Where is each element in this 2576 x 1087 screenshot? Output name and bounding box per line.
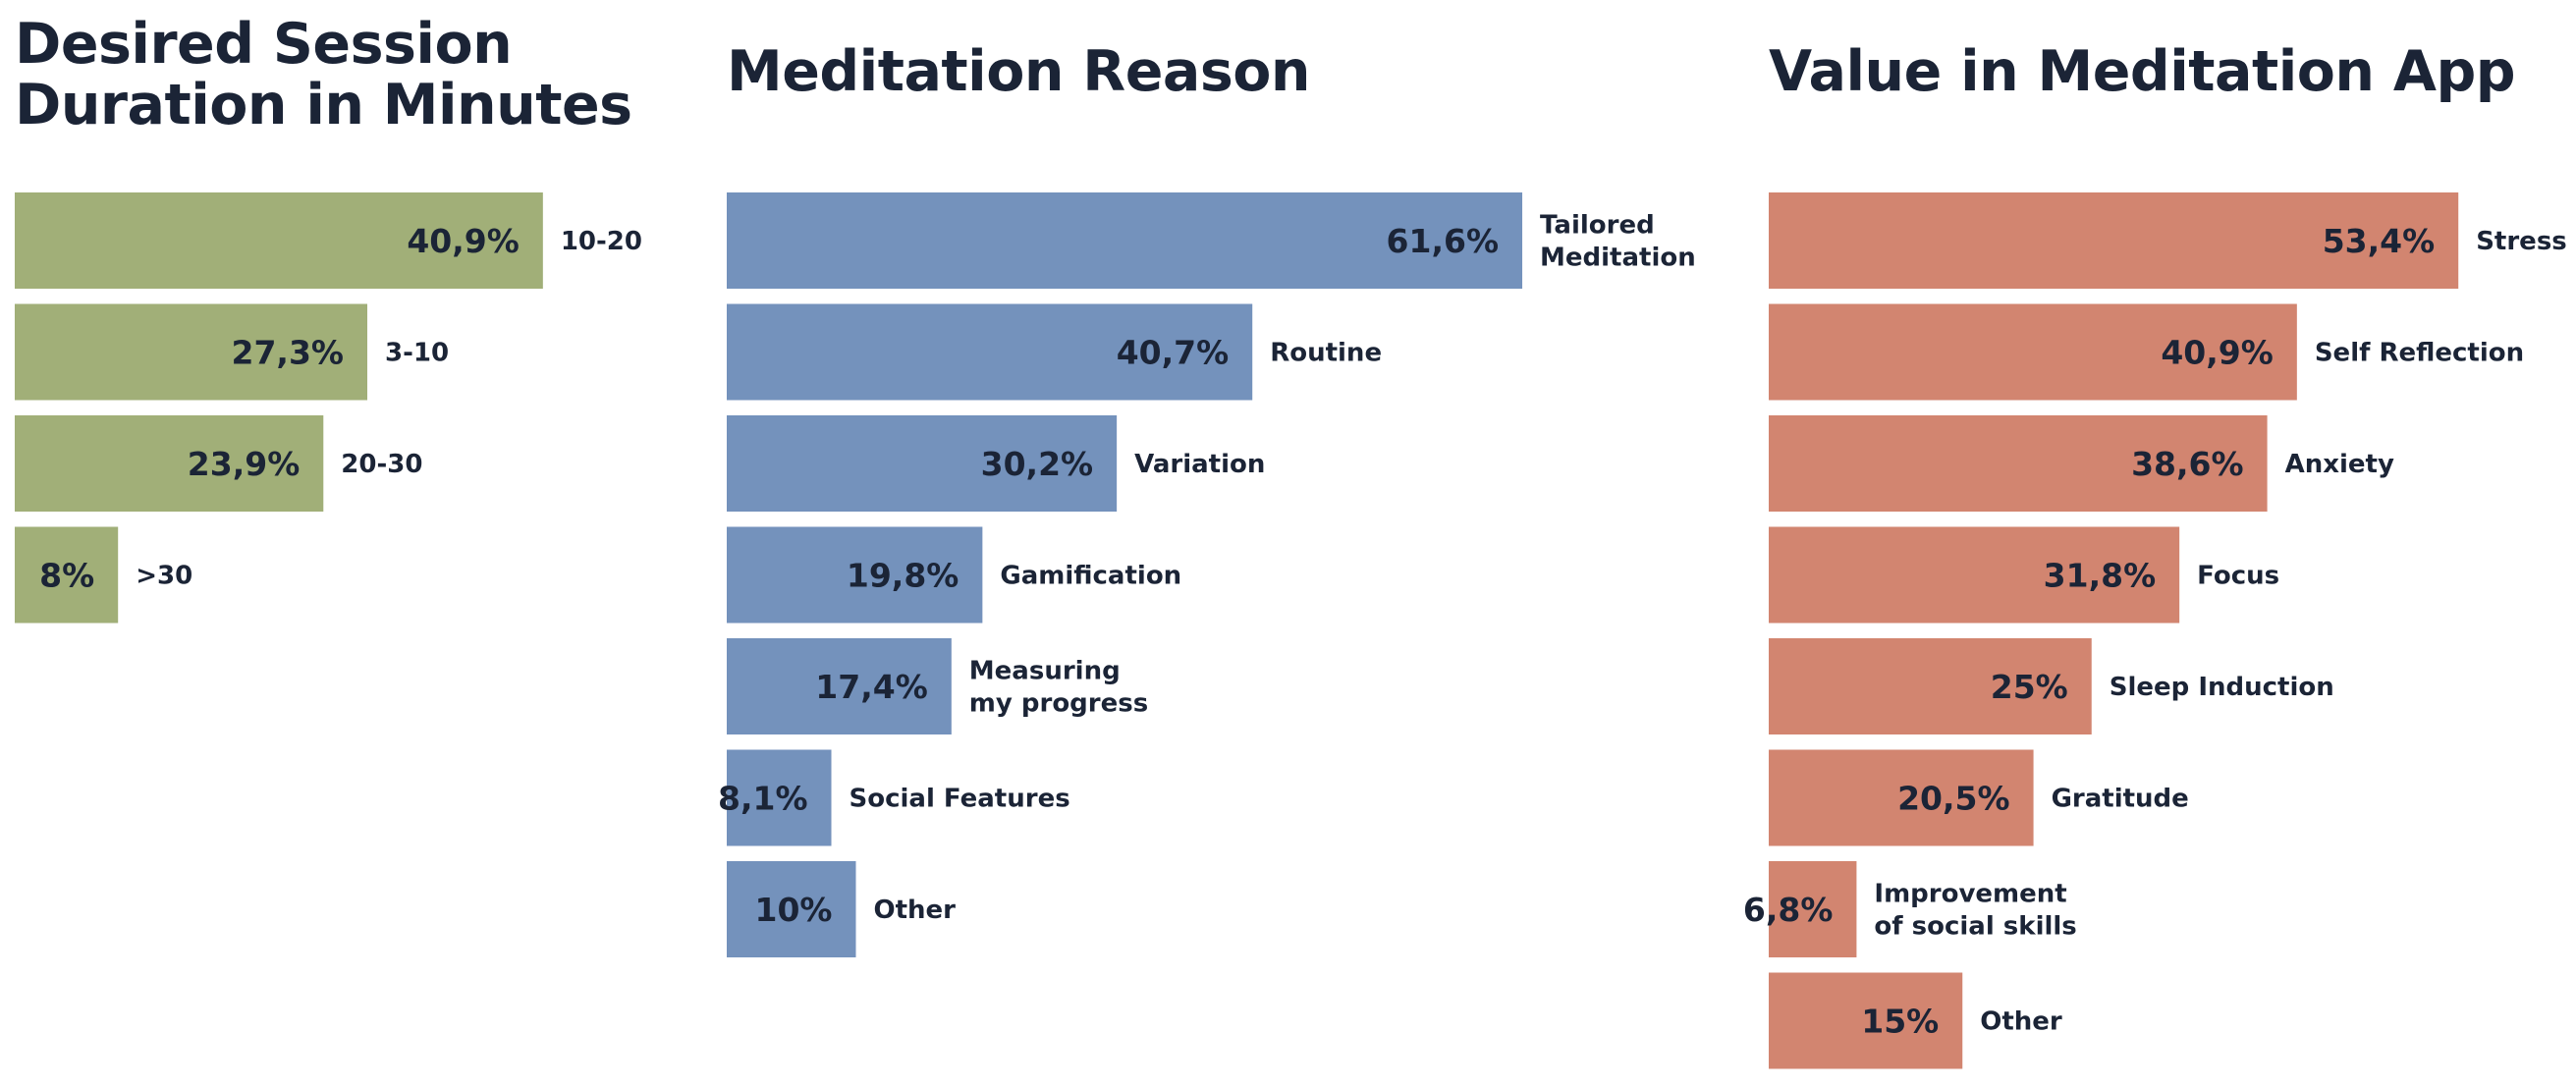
bar bbox=[1769, 638, 2092, 734]
bar-value-label: 8,1% bbox=[718, 780, 808, 818]
bar-value-label: 40,9% bbox=[407, 222, 520, 260]
bar bbox=[727, 526, 983, 624]
bar-value-label: 27,3% bbox=[231, 334, 344, 372]
category-label: Other bbox=[1980, 1007, 2062, 1037]
category-label: Sleep Induction bbox=[2110, 673, 2334, 702]
category-label: Gratitude bbox=[2052, 785, 2189, 814]
bar bbox=[727, 415, 1118, 512]
bar-value-label: 31,8% bbox=[2044, 557, 2157, 595]
category-label: Routine bbox=[1270, 339, 1382, 368]
bar bbox=[727, 861, 856, 957]
bar bbox=[1769, 415, 2268, 512]
bar-value-label: 40,9% bbox=[2161, 334, 2274, 372]
category-label: Measuring my progress bbox=[969, 657, 1148, 719]
bar-value-label: 38,6% bbox=[2131, 445, 2244, 483]
bar bbox=[1769, 972, 1963, 1069]
chart-title: Value in Meditation App bbox=[1769, 39, 2516, 104]
category-label: Variation bbox=[1134, 450, 1265, 479]
bar bbox=[1769, 192, 2459, 289]
bar bbox=[727, 192, 1523, 289]
bar-value-label: 19,8% bbox=[847, 557, 959, 595]
chart-title: Meditation Reason bbox=[727, 39, 1310, 104]
category-label: Other bbox=[874, 896, 957, 925]
bar-value-label: 40,7% bbox=[1117, 334, 1230, 372]
category-label: >30 bbox=[136, 562, 192, 591]
category-label: Anxiety bbox=[2285, 450, 2394, 479]
bar-value-label: 17,4% bbox=[815, 668, 928, 706]
bar bbox=[727, 638, 952, 734]
category-label: 3-10 bbox=[385, 339, 449, 368]
bar-value-label: 25% bbox=[1991, 668, 2068, 706]
chart-title: Desired Session Duration in Minutes bbox=[15, 12, 632, 137]
category-label: Social Features bbox=[850, 785, 1070, 814]
bar-value-label: 20,5% bbox=[1897, 780, 2010, 818]
bar-value-label: 53,4% bbox=[2323, 222, 2436, 260]
bar-value-label: 6,8% bbox=[1743, 891, 1834, 929]
bar-value-label: 30,2% bbox=[981, 445, 1094, 483]
bar bbox=[1769, 303, 2297, 401]
bar-value-label: 10% bbox=[755, 891, 833, 929]
bar bbox=[1769, 526, 2180, 624]
bar-chart-session-duration: 40,9% 10-20 27,3% 3-10 23,9% 20-30 8% >30 bbox=[15, 192, 642, 624]
category-label: Self Reflection bbox=[2315, 339, 2524, 368]
bar-value-label: 15% bbox=[1861, 1003, 1939, 1041]
bar-chart-value-in-app: 53,4% Stress 40,9% Self Reflection 38,6% Anxi… bbox=[1743, 192, 2567, 1069]
category-label: Stress bbox=[2476, 227, 2567, 256]
bar-value-label: 23,9% bbox=[188, 445, 301, 483]
category-label: Focus bbox=[2197, 562, 2279, 591]
bar-value-label: 8% bbox=[39, 557, 94, 595]
category-label: Tailored Meditation bbox=[1540, 211, 1696, 273]
bar bbox=[1769, 749, 2034, 846]
category-label: Improvement of social skills bbox=[1874, 880, 2076, 942]
bar bbox=[727, 749, 832, 846]
bar-chart-meditation-reason: 61,6% Tailored Meditation 40,7% Routine 30,2%… bbox=[718, 192, 1696, 957]
category-label: 10-20 bbox=[561, 227, 642, 256]
bar-value-label: 61,6% bbox=[1387, 222, 1500, 260]
bar bbox=[15, 526, 119, 624]
bar bbox=[1769, 861, 1857, 957]
bar bbox=[15, 415, 324, 512]
category-label: Gamification bbox=[1000, 562, 1181, 591]
bar bbox=[727, 303, 1253, 401]
bar bbox=[15, 192, 543, 289]
bar bbox=[15, 303, 367, 401]
category-label: 20-30 bbox=[341, 450, 422, 479]
